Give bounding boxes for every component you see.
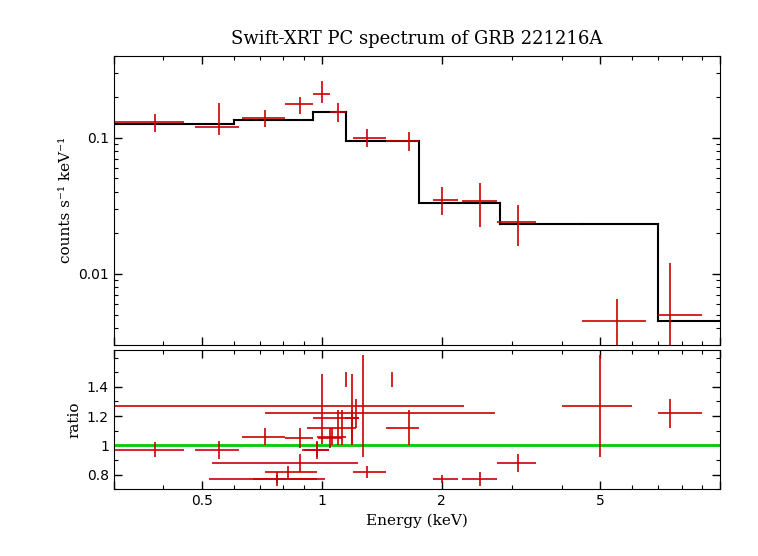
Y-axis label: counts s⁻¹ keV⁻¹: counts s⁻¹ keV⁻¹ (58, 137, 73, 264)
X-axis label: Energy (keV): Energy (keV) (366, 514, 468, 528)
Y-axis label: ratio: ratio (67, 401, 81, 438)
Title: Swift-XRT PC spectrum of GRB 221216A: Swift-XRT PC spectrum of GRB 221216A (231, 31, 603, 48)
